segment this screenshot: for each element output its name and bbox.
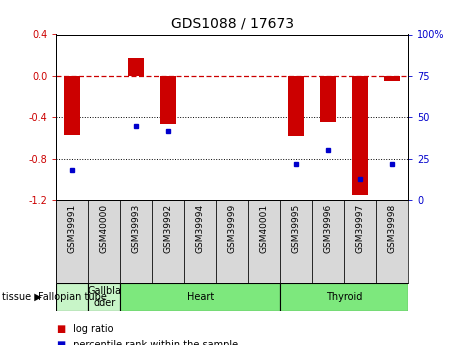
Bar <box>344 200 376 283</box>
Bar <box>248 200 280 283</box>
Bar <box>216 200 248 283</box>
Text: ■: ■ <box>56 340 66 345</box>
Text: GSM40001: GSM40001 <box>260 204 269 253</box>
Text: GSM39996: GSM39996 <box>324 204 333 254</box>
Title: GDS1088 / 17673: GDS1088 / 17673 <box>171 17 294 31</box>
Text: GSM39991: GSM39991 <box>68 204 77 254</box>
Bar <box>120 283 280 310</box>
Bar <box>352 76 368 195</box>
Bar <box>88 200 120 283</box>
Bar <box>56 283 88 310</box>
Text: tissue ▶: tissue ▶ <box>2 292 42 302</box>
Bar <box>152 200 184 283</box>
Bar <box>88 283 120 310</box>
Text: GSM39994: GSM39994 <box>196 204 204 253</box>
Text: Thyroid: Thyroid <box>326 292 362 302</box>
Bar <box>320 76 336 122</box>
Text: GSM39995: GSM39995 <box>292 204 301 254</box>
Bar <box>120 200 152 283</box>
Bar <box>56 200 88 283</box>
Text: GSM40000: GSM40000 <box>100 204 109 253</box>
Text: Fallopian tube: Fallopian tube <box>38 292 107 302</box>
Bar <box>280 200 312 283</box>
Bar <box>280 283 408 310</box>
Bar <box>384 76 400 81</box>
Text: log ratio: log ratio <box>70 324 114 334</box>
Bar <box>312 200 344 283</box>
Text: percentile rank within the sample: percentile rank within the sample <box>70 340 238 345</box>
Bar <box>64 76 80 135</box>
Text: Heart: Heart <box>187 292 214 302</box>
Text: GSM39997: GSM39997 <box>356 204 364 254</box>
Text: GSM39998: GSM39998 <box>387 204 397 254</box>
Bar <box>184 200 216 283</box>
Bar <box>288 76 304 136</box>
Text: GSM39999: GSM39999 <box>227 204 237 254</box>
Text: ■: ■ <box>56 324 66 334</box>
Bar <box>160 76 176 124</box>
Text: GSM39993: GSM39993 <box>132 204 141 254</box>
Bar <box>128 58 144 76</box>
Text: Gallbla
dder: Gallbla dder <box>87 286 121 307</box>
Text: GSM39992: GSM39992 <box>164 204 173 253</box>
Bar <box>376 200 408 283</box>
